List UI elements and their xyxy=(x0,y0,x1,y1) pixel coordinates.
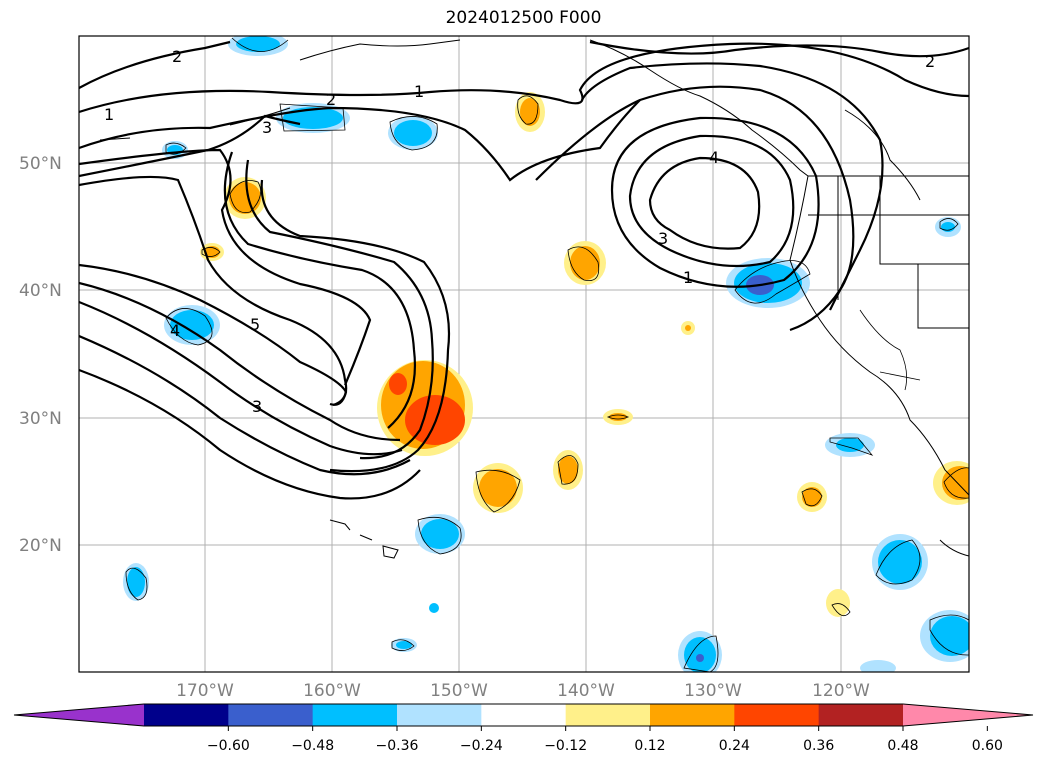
colorbar-tick-label: 0.12 xyxy=(634,738,665,754)
contour-label: 2 xyxy=(326,90,336,109)
longitude-labels: 170°W 160°W 150°W 140°W 130°W 120°W xyxy=(176,681,870,701)
contour-label: 4 xyxy=(709,148,719,167)
map-frame xyxy=(78,35,970,673)
contour-label: 4 xyxy=(170,321,180,340)
contour-label: 1 xyxy=(683,268,693,287)
colorbar-segment xyxy=(650,704,735,726)
colorbar-segment xyxy=(565,704,651,726)
colorbar-tick-label: 0.60 xyxy=(972,738,1003,754)
colorbar-tick-label: −0.48 xyxy=(291,738,334,754)
lon-label-160w: 160°W xyxy=(303,681,361,701)
negative-anomaly-patches xyxy=(123,36,969,672)
contour-label: 3 xyxy=(658,229,668,248)
colorbar-tick-label: −0.60 xyxy=(207,738,250,754)
lon-label-130w: 130°W xyxy=(684,681,742,701)
contour-label: 2 xyxy=(172,47,182,66)
jet-contours xyxy=(79,40,969,500)
gridlines xyxy=(79,36,969,672)
colorbar-tick-label: −0.36 xyxy=(376,738,419,754)
contour-label: 3 xyxy=(262,118,272,137)
colorbar-segment xyxy=(312,704,398,726)
borders xyxy=(859,309,921,391)
colorbar-outline xyxy=(13,703,1034,727)
lat-label-20n: 20°N xyxy=(19,536,62,556)
coastlines xyxy=(99,39,969,559)
colorbar-segment xyxy=(481,704,567,726)
colorbar-segment xyxy=(228,704,314,726)
contour-label: 1 xyxy=(104,105,114,124)
latitude-labels: 50°N 40°N 30°N 20°N xyxy=(19,154,62,556)
colorbar-extend-low xyxy=(14,704,144,726)
colorbar-tick-label: 0.48 xyxy=(887,738,918,754)
contour-labels: 2 1 2 3 4 5 3 4 3 1 2 1 xyxy=(104,47,935,416)
colorbar-segment xyxy=(144,704,229,726)
lon-label-150w: 150°W xyxy=(430,681,488,701)
colorbar-segment xyxy=(734,704,820,726)
colorbar-extend-high xyxy=(903,704,1033,726)
colorbar: −0.60 −0.48 −0.36 −0.24 −0.12 0.12 0.24 0.36 0.4… xyxy=(13,703,1034,754)
map-plot-area: 2 1 2 3 4 5 3 4 3 1 2 1 xyxy=(79,36,969,672)
lat-label-50n: 50°N xyxy=(19,154,62,174)
lat-label-40n: 40°N xyxy=(19,281,62,301)
colorbar-tick-label: 0.36 xyxy=(803,738,834,754)
colorbar-tick-label: 0.24 xyxy=(719,738,750,754)
lon-label-170w: 170°W xyxy=(176,681,234,701)
colorbar-tick-label: −0.24 xyxy=(460,738,503,754)
map-title: 2024012500 F000 xyxy=(445,8,602,28)
contour-label: 2 xyxy=(925,52,935,71)
positive-anomaly-patches xyxy=(200,92,969,617)
colorbar-segment xyxy=(818,704,904,726)
lat-label-30n: 30°N xyxy=(19,409,62,429)
colorbar-tick-label: −0.12 xyxy=(544,738,587,754)
contour-label: 1 xyxy=(414,82,424,101)
lon-label-140w: 140°W xyxy=(557,681,615,701)
lon-label-120w: 120°W xyxy=(812,681,870,701)
colorbar-segment xyxy=(397,704,482,726)
contour-label: 3 xyxy=(252,397,262,416)
contour-label: 5 xyxy=(250,315,260,334)
